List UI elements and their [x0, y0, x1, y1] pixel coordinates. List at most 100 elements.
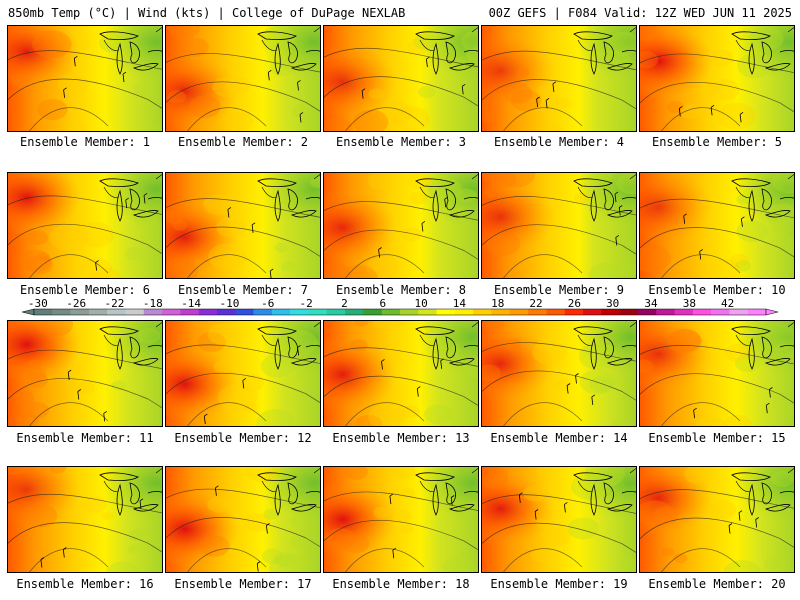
- colorbar-swatch: [729, 309, 748, 315]
- temperature-map: [166, 467, 320, 572]
- temperature-map: [8, 173, 162, 278]
- temperature-map: [166, 173, 320, 278]
- colorbar-swatch: [198, 309, 218, 315]
- ensemble-member-map: [165, 466, 321, 573]
- ensemble-member-map: [639, 320, 795, 427]
- ensemble-member-map: [7, 25, 163, 132]
- colorbar-swatch: [528, 309, 547, 315]
- colorbar-swatch: [162, 309, 181, 315]
- colorbar-swatch: [601, 309, 620, 315]
- temperature-map: [482, 26, 636, 131]
- ensemble-member-map: [7, 320, 163, 427]
- colorbar-swatch: [747, 309, 767, 315]
- colorbar-right-arrow: [765, 308, 779, 316]
- colorbar-swatch: [637, 309, 657, 315]
- colorbar-swatch: [271, 309, 291, 315]
- colorbar-swatch: [656, 309, 675, 315]
- colorbar-swatch: [308, 309, 328, 315]
- colorbar-swatch: [619, 309, 639, 315]
- colorbar-swatch: [217, 309, 236, 315]
- colorbar-tick-label: 10: [414, 297, 428, 310]
- ensemble-member-label: Ensemble Member: 8: [335, 283, 467, 297]
- temperature-map: [8, 26, 162, 131]
- ensemble-member-map: [481, 466, 637, 573]
- ensemble-member-map: [323, 320, 479, 427]
- ensemble-member-label: Ensemble Member: 13: [332, 431, 470, 445]
- ensemble-member-label: Ensemble Member: 16: [16, 577, 154, 591]
- colorbar-swatch: [381, 309, 401, 315]
- ensemble-member-label: Ensemble Member: 4: [493, 135, 625, 149]
- colorbar-swatch: [546, 309, 565, 315]
- colorbar-swatch: [491, 309, 511, 315]
- ensemble-member-label: Ensemble Member: 5: [651, 135, 783, 149]
- colorbar-swatch: [509, 309, 529, 315]
- colorbar-tick-label: 30: [606, 297, 620, 310]
- ensemble-member-label: Ensemble Member: 19: [490, 577, 628, 591]
- ensemble-member-label: Ensemble Member: 1: [19, 135, 151, 149]
- colorbar-tick-label: 22: [529, 297, 543, 310]
- colorbar-tick-label: -18: [142, 297, 163, 310]
- ensemble-member-label: Ensemble Member: 14: [490, 431, 628, 445]
- ensemble-member-label: Ensemble Member: 20: [648, 577, 786, 591]
- ensemble-member-label: Ensemble Member: 10: [648, 283, 786, 297]
- chart-title: 850mb Temp (°C) | Wind (kts) | College o…: [8, 6, 406, 20]
- ensemble-member-map: [323, 466, 479, 573]
- temperature-map: [640, 26, 794, 131]
- colorbar-tick-label: 42: [721, 297, 735, 310]
- ensemble-member-map: [323, 25, 479, 132]
- ensemble-member-label: Ensemble Member: 17: [174, 577, 312, 591]
- colorbar-swatch: [326, 309, 346, 315]
- ensemble-member-map: [7, 172, 163, 279]
- ensemble-member-label: Ensemble Member: 9: [493, 283, 625, 297]
- colorbar-swatch: [253, 309, 273, 315]
- ensemble-member-map: [481, 172, 637, 279]
- ensemble-member-map: [639, 466, 795, 573]
- temperature-map: [324, 321, 478, 426]
- colorbar-swatch: [418, 309, 437, 315]
- colorbar-swatch: [107, 309, 126, 315]
- colorbar-swatch: [290, 309, 309, 315]
- ensemble-member-map: [481, 25, 637, 132]
- colorbar-swatch: [583, 309, 602, 315]
- colorbar-tick-label: 14: [452, 297, 467, 310]
- colorbar-tick-label: -2: [299, 297, 313, 310]
- ensemble-member-map: [165, 172, 321, 279]
- colorbar-swatch: [34, 309, 53, 315]
- temperature-map: [324, 173, 478, 278]
- colorbar-swatch: [52, 309, 71, 315]
- temperature-map: [166, 321, 320, 426]
- colorbar-tick-label: 2: [341, 297, 348, 310]
- ensemble-member-map: [165, 25, 321, 132]
- colorbar-swatch: [436, 309, 456, 315]
- temperature-map: [482, 467, 636, 572]
- colorbar-swatch: [454, 309, 474, 315]
- temperature-map: [8, 467, 162, 572]
- colorbar-tick-label: -30: [27, 297, 48, 310]
- ensemble-member-label: Ensemble Member: 15: [648, 431, 786, 445]
- colorbar-tick-label: -22: [104, 297, 125, 310]
- colorbar-swatch: [473, 309, 492, 315]
- ensemble-member-label: Ensemble Member: 6: [19, 283, 151, 297]
- colorbar-swatch: [125, 309, 145, 315]
- colorbar-tick-label: 6: [379, 297, 387, 310]
- colorbar-tick-label: -14: [181, 297, 202, 310]
- colorbar-swatch: [564, 309, 584, 315]
- colorbar-swatch: [711, 309, 730, 315]
- colorbar-tick-label: 26: [567, 297, 581, 310]
- ensemble-member-map: [481, 320, 637, 427]
- colorbar-tick-label: -26: [66, 297, 87, 310]
- colorbar-swatch: [88, 309, 108, 315]
- colorbar-tick-label: -10: [219, 297, 240, 310]
- ensemble-member-label: Ensemble Member: 11: [16, 431, 154, 445]
- colorbar-tick-label: 38: [682, 297, 696, 310]
- colorbar-swatch: [400, 309, 419, 315]
- colorbar-swatch: [180, 309, 199, 315]
- colorbar-tick-label: 18: [491, 297, 505, 310]
- colorbar-swatch: [235, 309, 254, 315]
- temperature-map: [324, 26, 478, 131]
- colorbar-tick-label: -6: [261, 297, 275, 310]
- colorbar-swatch: [143, 309, 163, 315]
- model-run-info: 00Z GEFS | F084 Valid: 12Z WED JUN 11 20…: [488, 6, 792, 20]
- colorbar-swatch: [70, 309, 90, 315]
- ensemble-member-map: [7, 466, 163, 573]
